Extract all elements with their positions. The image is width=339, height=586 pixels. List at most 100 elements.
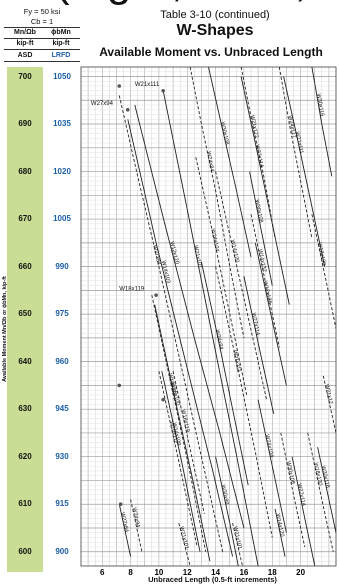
chart-title: Available Moment vs. Unbraced Length [99, 45, 323, 59]
y-tick-label-lrfd: 975 [55, 309, 69, 319]
series-line [274, 508, 286, 557]
series-label: W24x117 [287, 115, 297, 139]
series-label: W14x109 [171, 422, 182, 446]
series-line [307, 432, 334, 552]
series-line [158, 371, 198, 548]
series-label: W14x132 [257, 249, 268, 273]
series-line [154, 304, 211, 562]
y-tick-label-lrfd: 1005 [53, 214, 71, 224]
series-line [257, 399, 287, 533]
series-label: W30x108 [285, 461, 296, 485]
series-label: W21x122 [249, 115, 259, 139]
series-label: W10x112 [168, 421, 179, 445]
y-tick-label-asd: 700 [18, 71, 32, 81]
series-label: W21x101 [192, 245, 202, 269]
y-tick-label-lrfd: 1020 [53, 166, 71, 176]
series-label: W18x119 [180, 409, 191, 433]
series-label: W30x116 [315, 93, 325, 117]
series-label: W21x122 [323, 384, 334, 408]
lrfd-units-label: kip-ft [52, 40, 70, 47]
series-label: W12x120 [168, 241, 180, 265]
series-line [189, 67, 245, 338]
series-label: W21x111 [231, 350, 241, 373]
data-point-marker [161, 397, 165, 402]
series-line [208, 67, 252, 258]
series-line [278, 67, 313, 239]
series-line [151, 295, 207, 552]
series-line [232, 523, 243, 566]
series-label: W30x99 [220, 484, 230, 505]
series-line [240, 76, 290, 305]
series-line [215, 456, 239, 566]
series-label: W14x103 [160, 260, 171, 284]
series-line [317, 447, 336, 533]
series-label: W30x108 [253, 199, 263, 223]
series-line [254, 242, 287, 386]
y-tick-label-lrfd: 960 [55, 356, 69, 366]
y-tick-label-lrfd: 915 [55, 499, 69, 509]
lrfd-axis-band [43, 67, 81, 572]
series-line [178, 523, 191, 566]
y-tick-label-asd: 650 [18, 309, 32, 319]
y-tick-label-lrfd: 1035 [53, 119, 71, 129]
y-tick-label-lrfd: 990 [55, 261, 69, 271]
series-label: W21x111 [294, 131, 305, 154]
step-label: W21x111 [135, 82, 160, 88]
series-line [311, 214, 336, 329]
data-point-marker [154, 293, 158, 297]
x-tick-label: 8 [128, 568, 133, 577]
series-line [118, 504, 132, 557]
data-point-marker [161, 88, 165, 93]
header-rule [4, 49, 80, 50]
series-label: W30x116 [320, 465, 331, 489]
series-line [280, 432, 306, 548]
series-line [195, 157, 248, 395]
x-tick-label: 18 [268, 568, 277, 577]
series-label: W14x120 [274, 513, 285, 537]
series-line [127, 119, 234, 557]
header-rule [4, 61, 80, 62]
material-fy-label: Fy = 50 ksi [23, 7, 61, 16]
asd-units-label: kip-ft [16, 40, 34, 47]
series-label: W27x114 [296, 483, 307, 507]
x-tick-label: 16 [239, 568, 248, 577]
series-line [130, 499, 143, 552]
y-tick-label-lrfd: 945 [55, 404, 69, 414]
series-line [134, 104, 245, 529]
series-label: W24x104 [264, 434, 275, 458]
x-tick-label: 14 [211, 568, 220, 577]
x-tick-label: 20 [296, 568, 305, 577]
y-tick-label-asd: 690 [18, 119, 32, 129]
data-point-marker [117, 84, 122, 88]
series-line [161, 371, 201, 552]
table-shape-title: W-Shapes [176, 22, 254, 39]
series-label: W21x101 [178, 526, 190, 550]
series-label: W14x120 [229, 239, 240, 263]
table-title: Table 3-10 (continued) [160, 9, 270, 21]
x-tick-label: 6 [100, 568, 105, 577]
y-tick-label-asd: 600 [18, 546, 32, 556]
series-line [215, 266, 273, 538]
y-tick-label-asd: 610 [18, 499, 32, 509]
asd-axis-band [7, 67, 43, 572]
y-tick-label-asd: 630 [18, 404, 32, 414]
series-label: W27x114 [254, 144, 265, 168]
header-rule [4, 27, 80, 28]
series-label: W21x101 [232, 526, 243, 550]
series-label: W24x94 [214, 329, 224, 350]
series-label: W27x114 [250, 312, 261, 336]
series-label: W27x94 [151, 245, 161, 266]
series-line [250, 214, 280, 348]
series-label: W24x94 [131, 507, 141, 528]
series-line [311, 67, 333, 177]
lrfd-column-label: ϕbMn [51, 29, 71, 36]
clipped-top-text: (Light, Cont, AD) [0, 0, 339, 6]
x-tick-label: 12 [183, 568, 192, 577]
series-line [249, 171, 273, 286]
y-tick-label-asd: 620 [18, 451, 32, 461]
series-line [162, 90, 259, 566]
data-point-marker [125, 107, 130, 112]
series-label: W18x130 [316, 242, 327, 266]
series-label: W24x84 [205, 151, 215, 172]
